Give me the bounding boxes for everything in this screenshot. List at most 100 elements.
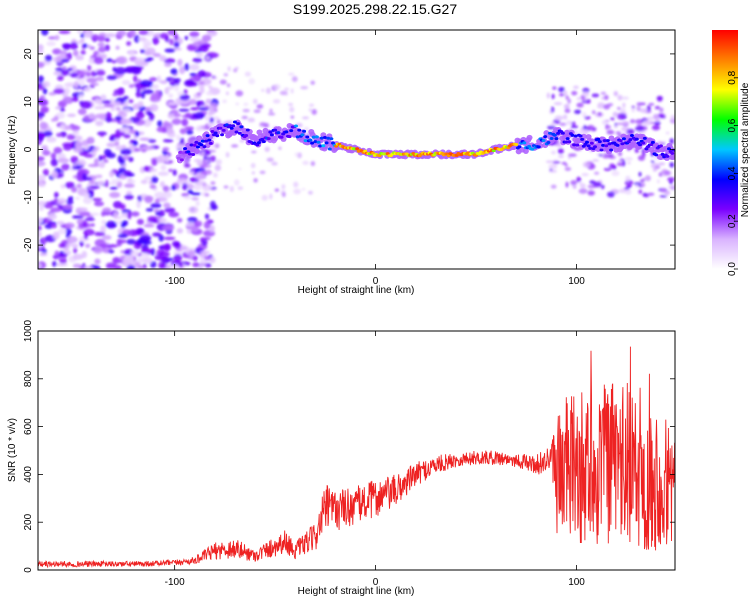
spectrogram-noise-blob [62,96,74,105]
spectrogram-noise-blob [627,161,631,165]
spectrogram-noise-blob [182,183,188,191]
spectrogram-ridge-core [305,135,310,139]
snr-x-tick-label: -100 [165,577,185,588]
spectrogram-noise-blob [309,103,314,107]
spectrogram-noise-blob [290,88,294,94]
spectrogram-noise-blob [86,44,92,49]
spectrogram-noise-blob [151,176,159,184]
spectrogram-ridge-core [549,136,554,140]
spectrogram-y-tick-label: 20 [23,48,34,60]
spectrogram-noise-blob [150,202,162,209]
spectrogram-noise-blob [46,136,57,143]
spectrogram-noise-blob [59,259,68,264]
spectrogram-noise-blob [576,176,582,183]
spectrogram-noise-blob [635,118,644,125]
spectrogram-noise-blob [613,91,618,97]
spectrogram-noise-blob [115,115,122,121]
spectrogram-noise-blob [53,191,59,198]
spectrogram-noise-blob [50,207,62,213]
spectrogram-ridge-core [191,152,196,156]
spectrogram-noise-blob [136,78,142,83]
spectrogram-noise-blob [282,191,286,198]
spectrogram-noise-blob [38,225,42,231]
spectrogram-noise-blob [82,43,88,49]
spectrogram-ridge-core [195,145,200,149]
snr-y-tick-label: 800 [23,370,34,387]
spectrogram-ridge-core [641,141,646,145]
spectrogram-noise-blob [624,157,633,161]
spectrogram-noise-blob [591,93,600,98]
spectrogram-noise-blob [114,67,127,75]
spectrogram-noise-blob [136,200,141,209]
spectrogram-noise-blob [310,161,316,167]
spectrogram-noise-blob [57,75,64,81]
spectrogram-noise-blob [551,150,556,155]
spectrogram-noise-blob [122,170,132,177]
spectrogram-noise-blob [241,115,248,120]
spectrogram-noise-blob [149,77,158,82]
spectrogram-noise-blob [176,227,184,234]
spectrogram-noise-blob [38,98,49,106]
spectrogram-noise-blob [82,265,94,269]
spectrogram-ridge-core [210,130,215,134]
spectrogram-noise-blob [42,149,51,156]
spectrogram-noise-blob [301,187,306,191]
spectrogram-noise-blob [117,155,123,164]
spectrogram-noise-blob [75,54,84,61]
spectrogram-ridge-core [638,143,643,147]
spectrogram-noise-blob [558,86,565,93]
spectrogram-noise-blob [123,134,131,139]
spectrogram-noise-blob [603,167,612,172]
spectrogram-noise-blob [136,218,145,225]
spectrogram-noise-blob [129,30,136,37]
spectrogram-noise-blob [121,220,129,226]
spectrogram-ridge-core [330,141,335,145]
spectrogram-noise-blob [261,194,268,201]
spectrogram-noise-blob [200,170,207,175]
spectrogram-noise-blob [114,141,120,147]
spectrogram-ridge-core [269,133,274,137]
spectrogram-ridge-core [213,131,218,135]
spectrogram-noise-blob [164,243,171,252]
spectrogram-noise-blob [77,108,87,115]
spectrogram-noise-blob [574,109,582,115]
spectrogram-noise-blob [95,120,104,127]
spectrogram-noise-blob [291,76,298,83]
spectrogram-ridge-core [200,139,205,143]
spectrogram-ridge-core [232,120,237,124]
spectrogram-noise-blob [173,78,181,83]
spectrogram-noise-blob [583,129,589,136]
spectrogram-ridge-core [324,141,329,145]
spectrogram-noise-blob [235,90,244,97]
spectrogram-noise-blob [38,134,44,143]
spectrogram-noise-blob [171,240,181,247]
spectrogram-ridge-core [609,148,614,152]
spectrogram-noise-blob [274,188,280,192]
spectrogram-noise-blob [63,87,70,95]
spectrogram-ridge-core [654,153,659,157]
spectrogram-ridge-core [229,126,234,130]
spectrogram-noise-blob [157,93,162,98]
spectrogram-noise-blob [156,75,162,83]
spectrogram-noise-blob [594,171,600,175]
spectrogram-noise-blob [225,91,229,96]
spectrogram-ridge-core [567,140,572,144]
spectrogram-noise-blob [200,151,206,156]
spectrogram-noise-blob [138,30,149,36]
spectrogram-noise-blob [167,101,177,106]
spectrogram-noise-blob [581,172,589,177]
spectrogram-noise-blob [582,111,587,118]
spectrogram-noise-blob [269,193,273,200]
spectrogram-noise-blob [634,149,640,153]
spectrogram-noise-blob [44,54,53,62]
spectrogram-noise-blob [173,33,179,41]
spectrogram-noise-blob [584,116,591,120]
snr-x-label: Height of straight line (km) [298,586,415,597]
spectrogram-noise-blob [96,69,106,76]
spectrogram-ridge-core [303,139,308,143]
spectrogram-noise-blob [116,56,128,65]
spectrogram-noise-blob [605,119,610,123]
spectrogram-noise-blob [179,66,186,75]
spectrogram-noise-blob [256,104,264,109]
spectrogram-noise-blob [76,71,88,76]
